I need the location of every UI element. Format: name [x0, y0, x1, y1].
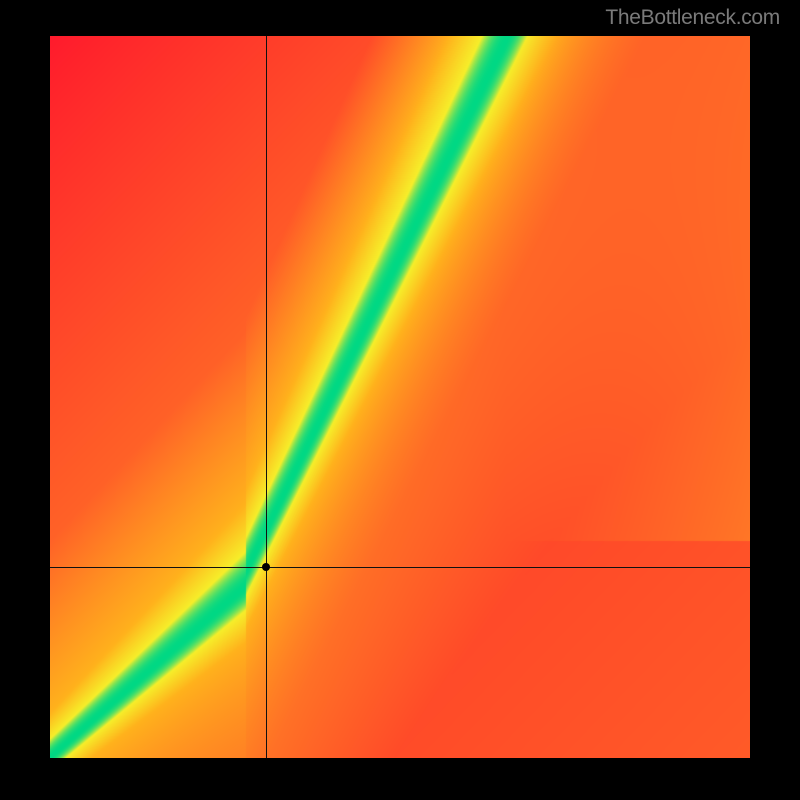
heatmap-canvas — [50, 36, 750, 758]
watermark-text: TheBottleneck.com — [605, 6, 780, 30]
heatmap-plot — [50, 36, 750, 758]
